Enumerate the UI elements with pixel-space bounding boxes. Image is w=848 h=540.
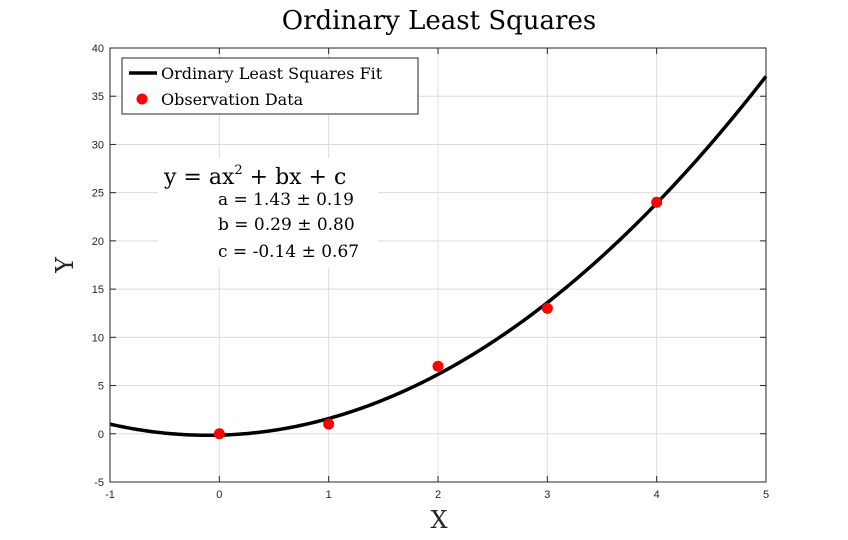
observation-point	[541, 302, 553, 314]
coef-c-text: c = -0.14 ± 0.67	[218, 242, 359, 262]
y-tick-label: 0	[98, 429, 104, 441]
annotation-background	[158, 158, 378, 268]
coef-a-text: a = 1.43 ± 0.19	[218, 190, 354, 210]
equation-annotation: y = ax2 + bx + c a = 1.43 ± 0.19 b = 0.2…	[158, 158, 378, 268]
legend-label-fit: Ordinary Least Squares Fit	[161, 64, 383, 83]
legend-marker-swatch	[136, 93, 148, 105]
y-axis-label: Y	[51, 256, 79, 274]
equation-rhs: + bx + c	[243, 165, 347, 190]
x-tick-label: 5	[763, 489, 769, 501]
observation-point	[432, 360, 444, 372]
equation-lhs: y = ax	[163, 165, 235, 190]
legend-box	[121, 57, 419, 115]
y-tick-label: 30	[92, 139, 104, 151]
equation-text: y = ax2 + bx + c	[163, 163, 346, 190]
axis-ticks: -1 0 1 2 3 4 5 -5 0 5 10 15 20 25 30 35 40	[92, 43, 769, 501]
observation-point	[323, 418, 335, 430]
y-tick-label: 20	[92, 236, 104, 248]
equation-exponent: 2	[234, 163, 242, 178]
y-tick-label: 35	[92, 91, 104, 103]
x-tick-label: 2	[435, 489, 441, 501]
y-tick-label: 25	[92, 188, 104, 200]
observation-point	[213, 428, 225, 440]
x-tick-label: 1	[326, 489, 332, 501]
x-tick-label: 0	[216, 489, 222, 501]
chart-title: Ordinary Least Squares	[282, 6, 596, 36]
data-points-layer	[213, 196, 663, 440]
observation-point	[651, 196, 663, 208]
legend: Ordinary Least Squares Fit Observation D…	[121, 57, 419, 115]
x-axis-label: X	[430, 506, 447, 534]
y-tick-label: 5	[98, 381, 104, 393]
legend-label-data: Observation Data	[161, 90, 304, 109]
y-tick-label: 40	[92, 43, 104, 55]
y-tick-label: -5	[94, 477, 104, 489]
x-tick-label: 3	[544, 489, 550, 501]
x-tick-label: -1	[105, 489, 115, 501]
coef-b-text: b = 0.29 ± 0.80	[218, 215, 355, 235]
y-tick-label: 10	[92, 332, 104, 344]
x-tick-label: 4	[654, 489, 660, 501]
y-tick-label: 15	[92, 284, 104, 296]
